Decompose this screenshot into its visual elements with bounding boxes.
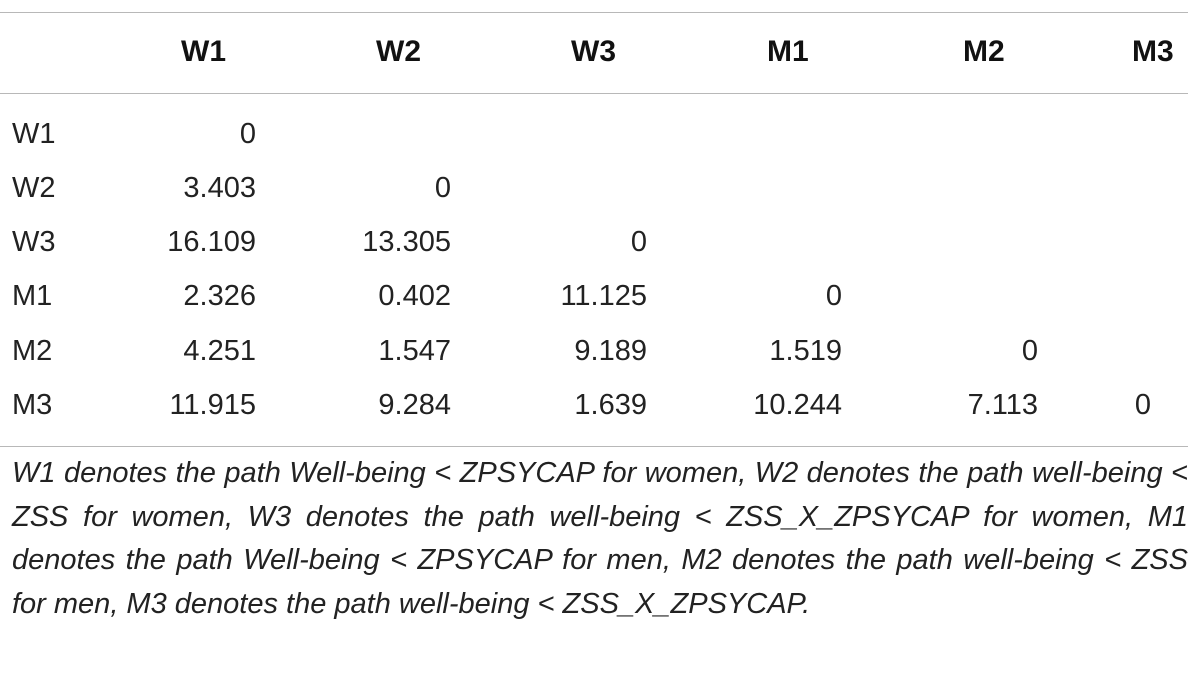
table-bottom-rule	[0, 446, 1188, 447]
row-label-w1: W1	[12, 118, 56, 150]
table-cell: 1.547	[378, 335, 451, 367]
table-cell: 0	[1021, 335, 1038, 367]
column-header-m3: M3	[1132, 35, 1174, 68]
column-header-w2: W2	[376, 35, 421, 68]
table-cell: 3.403	[183, 172, 256, 204]
row-label-m1: M1	[12, 280, 53, 312]
table-cell: 9.284	[378, 389, 451, 421]
row-label-m3: M3	[12, 389, 53, 421]
table-cell: 0	[239, 118, 256, 150]
column-header-w3: W3	[571, 35, 616, 68]
table-cell: 10.244	[753, 389, 842, 421]
column-header-m2: M2	[963, 35, 1005, 68]
row-label-m2: M2	[12, 335, 53, 367]
row-label-w3: W3	[12, 226, 56, 258]
column-header-w1: W1	[181, 35, 226, 68]
table-cell: 2.326	[183, 280, 256, 312]
table-footnote: W1 denotes the path Well-being < ZPSYCAP…	[12, 457, 1188, 620]
table-cell: 11.125	[560, 280, 647, 312]
table-cell: 0	[825, 280, 842, 312]
table-top-rule	[0, 12, 1188, 13]
table-cell: 9.189	[574, 335, 647, 367]
table-cell: 11.915	[169, 389, 256, 421]
table-header-rule	[0, 93, 1188, 94]
table-cell: 13.305	[362, 226, 451, 258]
table-cell: 1.519	[769, 335, 842, 367]
table-cell: 1.639	[574, 389, 647, 421]
column-header-m1: M1	[767, 35, 809, 68]
table-cell: 0	[630, 226, 647, 258]
table-cell: 7.113	[967, 389, 1038, 421]
table-cell: 16.109	[167, 226, 256, 258]
table-cell: 0	[434, 172, 451, 204]
table-cell: 4.251	[183, 335, 256, 367]
table-cell: 0.402	[378, 280, 451, 312]
row-label-w2: W2	[12, 172, 56, 204]
table-cell: 0	[1134, 389, 1151, 421]
